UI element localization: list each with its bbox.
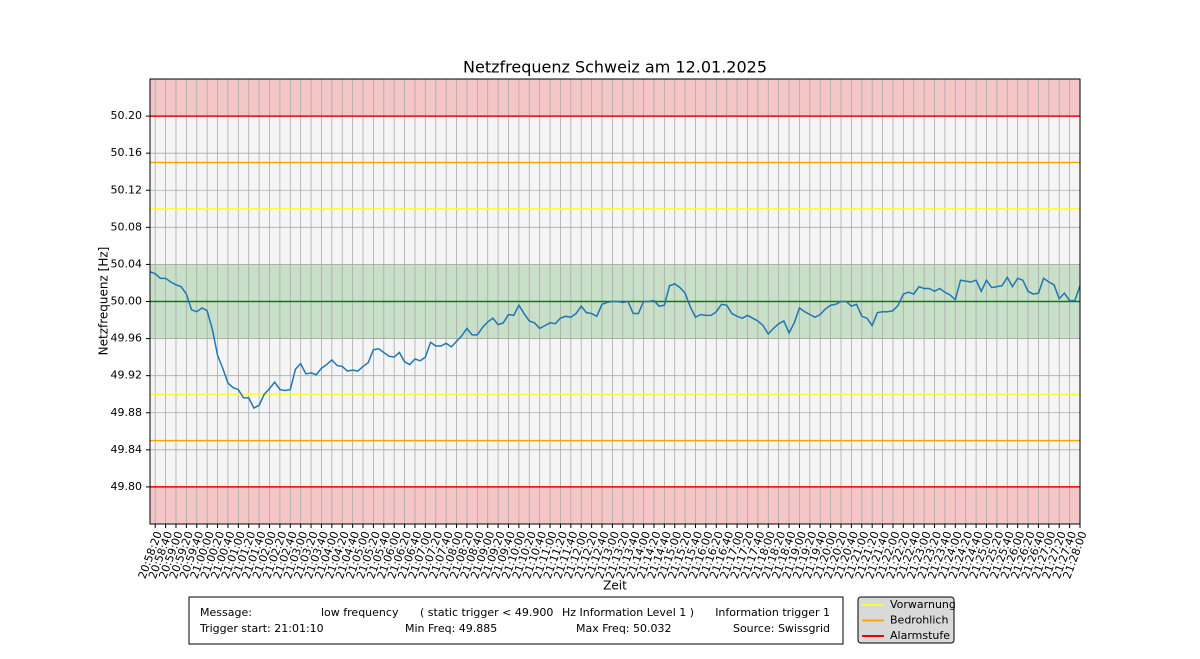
x-axis-label: Zeit [603, 579, 627, 593]
plot-area [149, 79, 1081, 524]
band [150, 79, 1080, 117]
y-tick-label: 49.96 [111, 332, 143, 345]
info-text: Max Freq: 50.032 [576, 622, 672, 635]
info-box-text: Message: low frequency ( static trigger … [199, 606, 830, 635]
info-text: Message: [200, 606, 252, 619]
info-text: Hz Information Level 1 ) [562, 606, 694, 619]
y-tick-label: 50.12 [111, 183, 143, 196]
y-tick-label: 50.20 [111, 109, 143, 122]
info-text: low frequency [321, 606, 399, 619]
plot-frame [149, 78, 1081, 525]
y-tick-label: 50.04 [111, 257, 143, 270]
y-tick-label: 50.08 [111, 220, 143, 233]
y-tick-label: 49.92 [111, 369, 143, 382]
legend-label: Vorwarnung [890, 598, 956, 611]
info-text: Min Freq: 49.885 [405, 622, 497, 635]
info-text: Source: Swissgrid [733, 622, 830, 635]
info-text: Information trigger 1 [715, 606, 830, 619]
y-axis-label: Netzfrequenz [Hz] [97, 247, 111, 356]
info-text: Trigger start: 21:01:10 [199, 622, 324, 635]
band [150, 486, 1080, 524]
legend [857, 596, 955, 644]
legend-label: Alarmstufe [890, 629, 950, 642]
data-line [149, 271, 1081, 410]
y-tick-label: 50.16 [111, 146, 143, 159]
info-text: ( static trigger < 49.900 [420, 606, 553, 619]
y-tick-label: 49.88 [111, 406, 143, 419]
legend-label: Bedrohlich [890, 614, 948, 627]
y-tick-label: 49.84 [111, 443, 143, 456]
chart-title: Netzfrequenz Schweiz am 12.01.2025 [463, 58, 767, 77]
info-box [188, 596, 844, 645]
y-tick-label: 49.80 [111, 480, 143, 493]
y-tick-label: 50.00 [111, 295, 143, 308]
